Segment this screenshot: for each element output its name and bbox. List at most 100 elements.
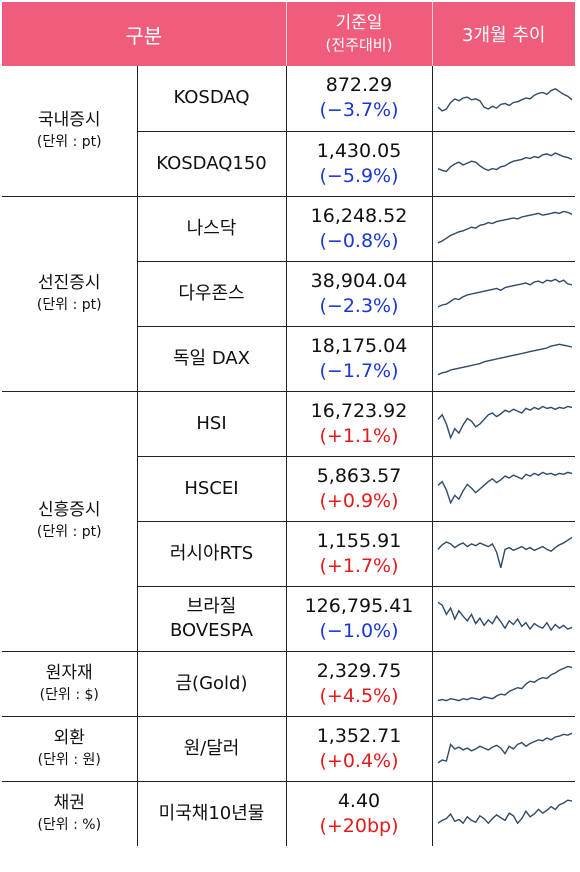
category-unit: (단위 : pt) [36,296,102,313]
index-value: 1,430.05 [316,139,402,162]
value-cell: 1,430.05 (−5.9%) [286,131,433,197]
category-cell: 채권 (단위 : %) [2,781,138,846]
index-value: 126,795.41 [304,594,414,617]
table-header: 구분 기준일 (전주대비) 3개월 추이 [2,2,575,66]
sparkline-line [437,601,572,631]
header-trend: 3개월 추이 [431,2,575,66]
index-value: 1,155.91 [316,529,402,552]
sparkline-line [437,471,572,505]
value-cell: 872.29 (−3.7%) [286,66,433,132]
weekly-change: (−1.0%) [319,619,399,642]
index-name: 원/달러 [137,716,287,782]
value-cell: 16,248.52 (−0.8%) [286,196,433,262]
header-value: 기준일 (전주대비) [285,2,432,66]
trend-cell [432,781,575,846]
category-name: 신흥증시 [37,500,101,520]
sparkline-chart [437,799,572,825]
trend-cell [432,131,575,197]
weekly-change: (+4.5%) [319,684,399,707]
value-cell: 18,175.04 (−1.7%) [286,326,433,392]
sparkline-chart [436,536,572,568]
category-unit: (단위 : pt) [36,524,102,540]
weekly-change: (−2.3%) [319,294,399,317]
weekly-change: (−1.7%) [319,359,399,382]
header-value-label: 기준일 [335,13,383,33]
trend-cell [432,326,575,392]
table-row: KOSDAQ150 1,430.05 (−5.9%) [2,131,575,197]
table-row: 브라질 BOVESPA 126,795.41 (−1.0%) [2,586,575,652]
weekly-change: (+0.9%) [319,489,399,512]
sparkline-line [437,343,572,375]
index-name: 금(Gold) [137,651,287,717]
trend-cell [432,586,575,652]
weekly-change: (−5.9%) [319,164,399,187]
index-value: 16,248.52 [310,204,408,227]
table-row: 러시아RTS 1,155.91 (+1.7%) [2,521,575,587]
trend-cell [432,456,575,522]
value-cell: 126,795.41 (−1.0%) [286,586,433,652]
sparkline-chart [437,343,572,375]
trend-cell [432,66,575,132]
category-cell: 국내증시 (단위 : pt) [2,66,138,197]
category-name: 외환 [53,727,85,748]
category-name: 국내증시 [37,109,101,130]
sparkline-line [437,210,572,243]
value-cell: 2,329.75 (+4.5%) [286,651,433,717]
table-row: 채권 (단위 : %) 미국채10년물 4.40 (+20bp) [2,781,575,846]
table-row: 국내증시 (단위 : pt) KOSDAQ 872.29 (−3.7%) [2,66,575,197]
category-cell: 외환 (단위 : 원) [2,716,138,782]
index-name: 다우존스 [137,261,287,327]
value-cell: 1,155.91 (+1.7%) [286,521,433,587]
value-cell: 4.40 (+20bp) [286,781,433,846]
index-name: 독일 DAX [137,326,287,392]
trend-cell [432,716,575,782]
index-name: 미국채10년물 [137,781,287,846]
sparkline-chart [437,278,572,308]
value-cell: 1,352.71 (+0.4%) [286,716,433,782]
table-row: 다우존스 38,904.04 (−2.3%) [2,261,575,327]
sparkline-chart [437,601,572,631]
category-name: 원자재 [45,662,93,683]
category-unit: (단위 : $) [39,686,99,703]
value-cell: 16,723.92 (+1.1%) [286,391,433,457]
value-cell: 5,863.57 (+0.9%) [286,456,433,522]
sparkline-line [436,405,572,440]
trend-cell [432,521,575,587]
category-unit: (단위 : %) [37,816,102,833]
index-name: 브라질 BOVESPA [137,586,287,652]
weekly-change: (−0.8%) [319,229,399,252]
trend-cell [432,391,575,457]
sparkline-line [437,799,572,825]
index-value: 16,723.92 [310,399,408,422]
sparkline-chart [437,88,572,112]
table-row: HSCEI 5,863.57 (+0.9%) [2,456,575,522]
trend-cell [432,261,575,327]
sparkline-line [437,278,572,308]
index-name: HSI [137,391,287,457]
category-name: 채권 [53,792,85,813]
index-value: 4.40 [337,789,381,812]
index-name: HSCEI [137,456,287,522]
index-value: 38,904.04 [310,269,408,292]
value-cell: 38,904.04 (−2.3%) [286,261,433,327]
header-value-sub: (전주대비) [325,36,393,54]
table-row: 원자재 (단위 : $) 금(Gold) 2,329.75 (+4.5%) [2,651,575,717]
sparkline-chart [437,732,572,763]
index-name: 나스닥 [137,196,287,262]
index-value: 1,352.71 [316,724,402,747]
sparkline-chart [436,405,572,440]
sparkline-line [437,665,572,701]
sparkline-chart [437,151,572,172]
category-unit: (단위 : 원) [37,751,101,768]
table-row: 선진증시 (단위 : pt) 나스닥 16,248.52 (−0.8%) [2,196,575,392]
category-cell: 선진증시 (단위 : pt) [2,196,138,392]
weekly-change: (+1.1%) [319,424,399,447]
table-row: 신흥증시 (단위 : pt) HSI 16,723.92 (+1.1%) [2,391,575,652]
category-unit: (단위 : pt) [36,133,102,150]
weekly-change: (−3.7%) [319,99,399,122]
index-name: KOSDAQ [137,66,287,132]
sparkline-line [437,732,572,763]
weekly-change: (+0.4%) [319,749,399,772]
index-value: 18,175.04 [310,334,408,357]
weekly-change: (+1.7%) [319,554,399,577]
